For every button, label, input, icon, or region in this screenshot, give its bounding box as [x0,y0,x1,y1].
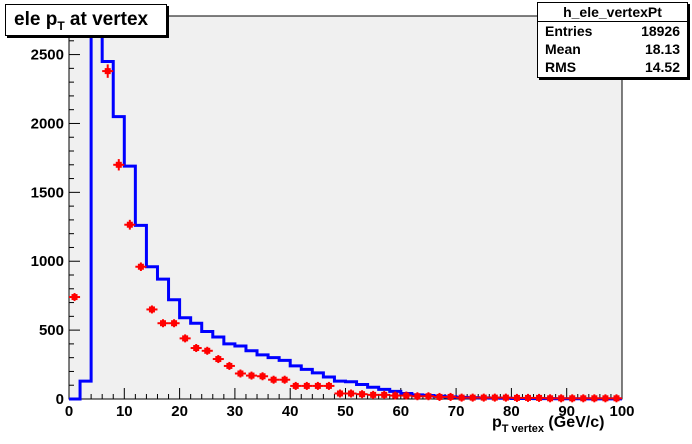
x-tick-label: 50 [337,403,354,420]
data-point [400,391,412,400]
data-point [245,371,258,380]
data-point [467,393,479,402]
data-point [345,389,357,398]
data-point [69,293,81,302]
data-point [190,344,202,353]
stats-box: h_ele_vertexPt Entries 18926 Mean 18.13 RM… [537,2,688,78]
data-point [124,219,136,230]
x-tick-label: 80 [503,403,520,420]
data-point [157,319,169,328]
x-tick-label: 40 [282,403,299,420]
data-point [433,392,446,401]
data-point [599,394,611,403]
data-point [500,393,512,402]
stats-row-mean: Mean 18.13 [545,41,680,57]
x-tick-label: 30 [227,403,244,420]
x-tick-label: 60 [392,403,409,420]
data-point [334,389,346,398]
data-point [489,393,501,402]
data-point [566,394,578,403]
data-point [445,392,457,401]
data-point [279,375,291,384]
data-point [312,381,324,390]
x-tick-label: 20 [171,403,188,420]
data-point [234,369,246,378]
data-point [113,159,125,171]
data-point [102,64,114,78]
data-point [323,381,335,390]
data-point [179,334,191,343]
data-point [290,381,302,390]
stats-histogram-name: h_ele_vertexPt [538,3,687,22]
data-point [511,393,523,402]
data-point [223,361,235,370]
data-point [522,393,534,402]
data-point [478,393,490,402]
chart-title: ele pT at vertex [5,4,167,36]
data-point [212,355,224,364]
stats-row-rms: RMS 14.52 [545,59,680,75]
data-point [577,394,589,403]
data-point [301,381,313,390]
plot-frame [68,15,623,400]
y-tick-label: 1000 [31,253,64,270]
y-tick-label: 1500 [31,184,64,201]
data-point [257,372,269,381]
data-point [422,392,434,401]
data-point [389,391,401,400]
data-point [533,393,545,402]
y-tick-label: 2500 [31,47,64,64]
x-tick-label: 70 [448,403,465,420]
data-point [378,390,390,399]
data-point [268,375,280,384]
data-point [456,393,468,402]
y-tick-label: 0 [56,391,64,408]
x-tick-label: 0 [65,403,73,420]
data-point [367,390,379,399]
y-tick-label: 500 [39,322,64,339]
data-point [544,394,556,403]
x-tick-label: 10 [116,403,133,420]
y-tick-label: 2000 [31,115,64,132]
data-point [610,394,622,403]
data-point [588,394,600,403]
stats-row-entries: Entries 18926 [545,23,680,39]
data-point [411,392,423,401]
data-point [135,262,147,272]
data-point [168,319,180,328]
x-axis-label: pT vertex (GeV/c) [492,414,605,435]
data-point [201,346,213,355]
data-point [555,394,567,403]
data-point [356,390,368,399]
data-point [146,305,158,314]
x-tick-label: 90 [558,403,575,420]
x-tick-label: 100 [609,403,634,420]
